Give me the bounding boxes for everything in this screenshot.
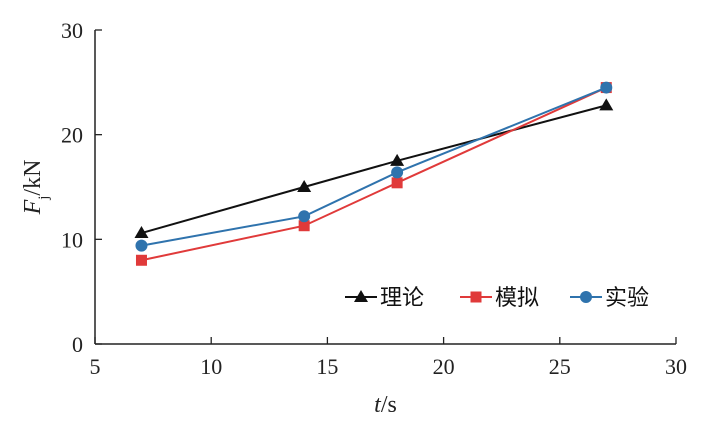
data-point-circle [600,81,613,94]
series-line [141,104,607,235]
data-point-square [135,254,147,266]
y-tick-label: 30 [61,18,83,43]
x-axis-label: t/s [374,392,397,418]
legend-marker-square [470,291,482,303]
data-point-triangle [134,226,149,239]
y-axis-variable: F [20,199,46,215]
legend-label: 模拟 [495,286,539,311]
data-point-triangle [297,180,312,192]
y-axis-unit: /kN [20,160,46,196]
x-tick-label: 25 [549,354,571,379]
series-circle [135,81,613,252]
data-point-circle [135,239,148,252]
data-point-square [391,177,403,189]
legend-label: 理论 [380,286,424,311]
x-axis-variable: t [374,392,382,418]
legend: 理论 模拟 实验 [345,286,649,311]
legend-item: 模拟 [460,286,539,311]
y-tick-label: 0 [72,332,83,357]
data-point-square [298,220,310,232]
legend-marker-triangle [354,290,368,302]
x-tick-label: 10 [200,354,222,379]
data-point-circle [391,166,404,179]
x-tick-label: 15 [316,354,338,379]
y-axis-subscript: j [36,196,52,201]
series-line [141,86,607,262]
y-tick-label: 20 [61,123,83,148]
series-square [135,82,612,266]
x-axis-unit: /s [381,392,397,418]
legend-item: 理论 [345,286,424,311]
series-group [134,81,614,266]
legend-marker-circle [580,291,592,303]
tick-labels: 5 10 15 20 25 30 0 10 20 30 [61,18,687,379]
data-point-triangle [390,153,405,166]
axes [94,29,677,345]
y-tick-label: 10 [61,227,83,252]
series-triangle [134,98,614,239]
x-tick-label: 5 [90,354,101,379]
data-point-circle [298,210,311,223]
legend-label: 实验 [605,286,649,311]
x-tick-label: 30 [665,354,687,379]
data-point-triangle [599,98,614,111]
x-tick-label: 20 [433,354,455,379]
legend-item: 实验 [570,286,649,311]
series-line [141,86,607,247]
y-axis-label: Fj/kN [20,160,52,216]
